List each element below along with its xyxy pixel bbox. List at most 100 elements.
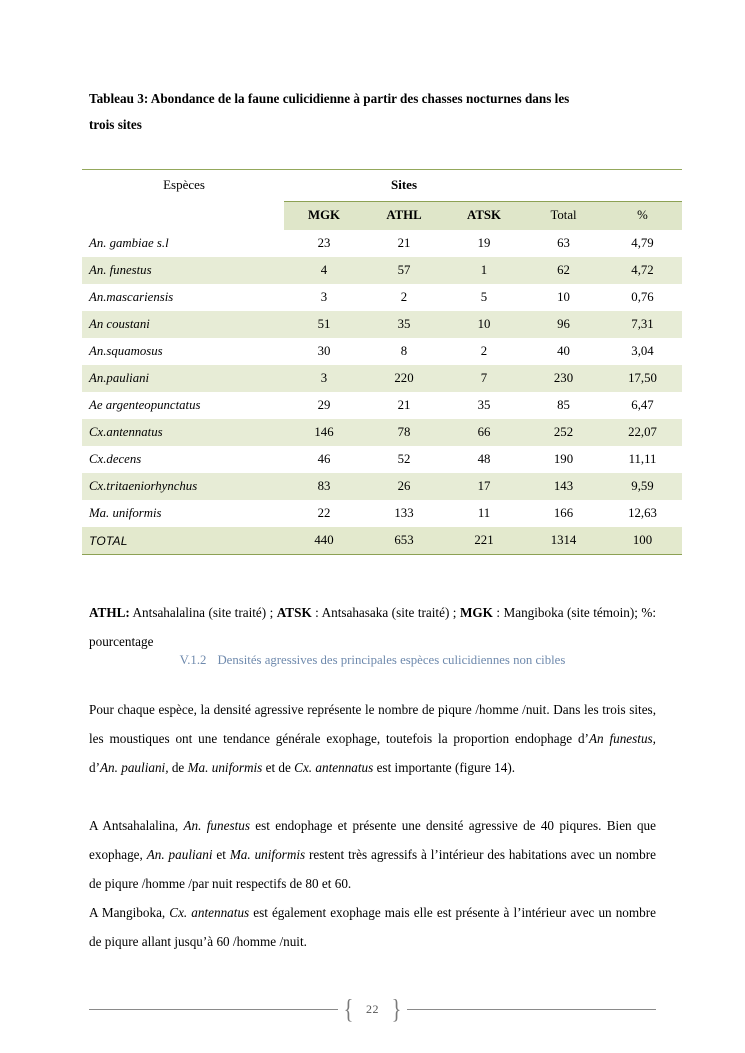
cell-athl: 35 (364, 311, 444, 338)
cell-athl: 133 (364, 500, 444, 527)
cell-total-athl: 653 (364, 527, 444, 555)
header-group-spacer-4 (603, 169, 682, 202)
cell-mgk: 4 (284, 257, 364, 284)
cell-pct: 4,72 (603, 257, 682, 284)
column-header-atsk: ATSK (444, 201, 524, 230)
cell-pct: 7,31 (603, 311, 682, 338)
p1-species-1: An funestus, (588, 731, 656, 747)
legend-atsk-label: ATSK (276, 605, 312, 621)
table-row: Ae argenteopunctatus 29 21 35 85 6,47 (82, 392, 682, 419)
cell-mgk: 146 (284, 419, 364, 446)
brace-right-icon: } (391, 993, 402, 1024)
cell-athl: 2 (364, 284, 444, 311)
cell-species: Cx.antennatus (82, 419, 284, 446)
table-row: An.mascariensis 3 2 5 10 0,76 (82, 284, 682, 311)
legend-mgk-text: : Mangiboka (site témoin); %: pourcentag… (89, 605, 656, 650)
p3-part-a: A Mangiboka, (89, 905, 170, 921)
column-header-pct: % (603, 201, 682, 230)
cell-total: 230 (524, 365, 603, 392)
header-sites: Sites (364, 169, 444, 202)
table-row: Ma. uniformis 22 133 11 166 12,63 (82, 500, 682, 527)
cell-pct: 11,11 (603, 446, 682, 473)
cell-species: An coustani (82, 311, 284, 338)
paragraph-3: A Mangiboka, Cx. antennatus est égalemen… (89, 898, 656, 956)
cell-total: 96 (524, 311, 603, 338)
paragraph-1: Pour chaque espèce, la densité agressive… (89, 695, 656, 782)
table-column-header-row: MGK ATHL ATSK Total % (82, 201, 682, 230)
p2-species-2: An. pauliani (146, 847, 213, 863)
p3-species-1: Cx. antennatus (169, 905, 250, 921)
table-body: An. gambiae s.l 23 21 19 63 4,79 An. fun… (82, 230, 682, 555)
legend-athl-label: ATHL: (89, 605, 130, 621)
cell-pct: 6,47 (603, 392, 682, 419)
cell-athl: 21 (364, 392, 444, 419)
header-group-spacer-1 (284, 169, 364, 202)
p2-species-1: An. funestus (183, 818, 250, 834)
cell-atsk: 2 (444, 338, 524, 365)
cell-mgk: 30 (284, 338, 364, 365)
cell-athl: 220 (364, 365, 444, 392)
header-especes: Espèces (82, 169, 284, 202)
cell-total: 252 (524, 419, 603, 446)
cell-mgk: 3 (284, 365, 364, 392)
page-number: 22 (366, 1001, 379, 1016)
cell-species: An. funestus (82, 257, 284, 284)
footer-rule-left (89, 1008, 339, 1010)
table-total-row: TOTAL 440 653 221 1314 100 (82, 527, 682, 555)
cell-athl: 78 (364, 419, 444, 446)
cell-mgk: 29 (284, 392, 364, 419)
table-caption-line1: Tableau 3: Abondance de la faune culicid… (89, 91, 570, 106)
abundance-table-wrapper: Espèces Sites MGK ATHL ATSK Total % (82, 169, 682, 555)
header-species-blank (82, 201, 284, 230)
page-content: Tableau 3: Abondance de la faune culicid… (82, 86, 682, 949)
p1-species-4: Cx. antennatus (294, 760, 374, 776)
table-legend: ATHL: Antsahalalina (site traité) ; ATSK… (89, 598, 656, 656)
p2-species-3: Ma. uniformis (229, 847, 306, 863)
header-group-spacer-3 (524, 169, 603, 202)
table-caption-line2: trois sites (89, 117, 142, 132)
cell-athl: 26 (364, 473, 444, 500)
cell-mgk: 83 (284, 473, 364, 500)
cell-atsk: 35 (444, 392, 524, 419)
cell-species: Ma. uniformis (82, 500, 284, 527)
cell-athl: 21 (364, 230, 444, 257)
legend-athl-text: Antsahalalina (site traité) ; (129, 605, 277, 621)
table-head: Espèces Sites MGK ATHL ATSK Total % (82, 169, 682, 230)
p3-part-b: est également exophage mais elle est pré… (89, 905, 656, 950)
cell-total-pct: 100 (603, 527, 682, 555)
section-number: V.1.2 (179, 653, 207, 667)
page-footer: { 22 } (89, 994, 656, 1024)
cell-total-mgk: 440 (284, 527, 364, 555)
cell-total: 166 (524, 500, 603, 527)
cell-species: An.pauliani (82, 365, 284, 392)
cell-total: 10 (524, 284, 603, 311)
p2-part-b: est endophage et présente une densité ag… (89, 818, 656, 863)
table-group-header-row: Espèces Sites (82, 169, 682, 202)
cell-pct: 0,76 (603, 284, 682, 311)
table-row: An coustani 51 35 10 96 7,31 (82, 311, 682, 338)
cell-pct: 4,79 (603, 230, 682, 257)
cell-atsk: 7 (444, 365, 524, 392)
cell-total-atsk: 221 (444, 527, 524, 555)
section-heading: V.1.2 Densités agressives des principales… (89, 653, 656, 668)
brace-left-icon: { (343, 993, 354, 1024)
cell-atsk: 48 (444, 446, 524, 473)
cell-species: Cx.decens (82, 446, 284, 473)
p2-part-a: A Antsahalalina, (89, 818, 184, 834)
cell-mgk: 51 (284, 311, 364, 338)
table-row: Cx.decens 46 52 48 190 11,11 (82, 446, 682, 473)
cell-total: 40 (524, 338, 603, 365)
cell-species: An. gambiae s.l (82, 230, 284, 257)
table-row: Cx.antennatus 146 78 66 252 22,07 (82, 419, 682, 446)
legend-atsk-text: : Antsahasaka (site traité) ; (311, 605, 460, 621)
table-row: An.pauliani 3 220 7 230 17,50 (82, 365, 682, 392)
p1-part-a: Pour chaque espèce, la densité agressive… (89, 702, 656, 747)
column-header-athl: ATHL (364, 201, 444, 230)
column-header-mgk: MGK (284, 201, 364, 230)
cell-atsk: 11 (444, 500, 524, 527)
cell-pct: 17,50 (603, 365, 682, 392)
cell-mgk: 23 (284, 230, 364, 257)
p1-part-c: de (168, 760, 188, 776)
cell-total: 62 (524, 257, 603, 284)
